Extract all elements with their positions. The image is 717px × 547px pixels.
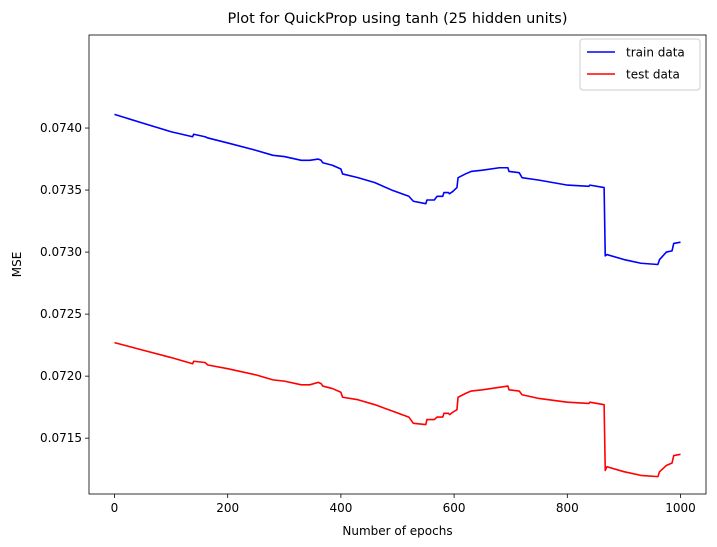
x-axis-label: Number of epochs <box>342 524 452 538</box>
x-tick-label: 200 <box>216 501 239 515</box>
plot-frame <box>88 34 707 495</box>
x-axis: 0 200 400 600 800 1000 <box>111 494 696 515</box>
x-tick-label: 600 <box>443 501 466 515</box>
plot-area <box>88 34 707 495</box>
chart-title: Plot for QuickProp using tanh (25 hidden… <box>227 11 567 27</box>
series-line-train <box>114 113 681 266</box>
legend-label-train: train data <box>626 46 685 60</box>
x-tick-label: 1000 <box>665 501 696 515</box>
legend-label-test: test data <box>626 68 680 82</box>
y-tick-label: 0.0740 <box>40 121 82 135</box>
x-tick-label: 400 <box>329 501 352 515</box>
y-axis: 0.0715 0.0720 0.0725 0.0730 0.0735 0.0740 <box>40 121 89 445</box>
y-tick-label: 0.0730 <box>40 245 82 259</box>
y-tick-label: 0.0725 <box>40 307 82 321</box>
series-line-test <box>114 341 681 478</box>
x-tick-label: 0 <box>111 501 119 515</box>
y-axis-label: MSE <box>10 252 24 278</box>
y-tick-label: 0.0720 <box>40 369 82 383</box>
x-tick-label: 800 <box>556 501 579 515</box>
y-tick-label: 0.0735 <box>40 183 82 197</box>
legend: train data test data <box>579 38 701 91</box>
y-tick-label: 0.0715 <box>40 431 82 445</box>
series-lines <box>114 113 681 478</box>
